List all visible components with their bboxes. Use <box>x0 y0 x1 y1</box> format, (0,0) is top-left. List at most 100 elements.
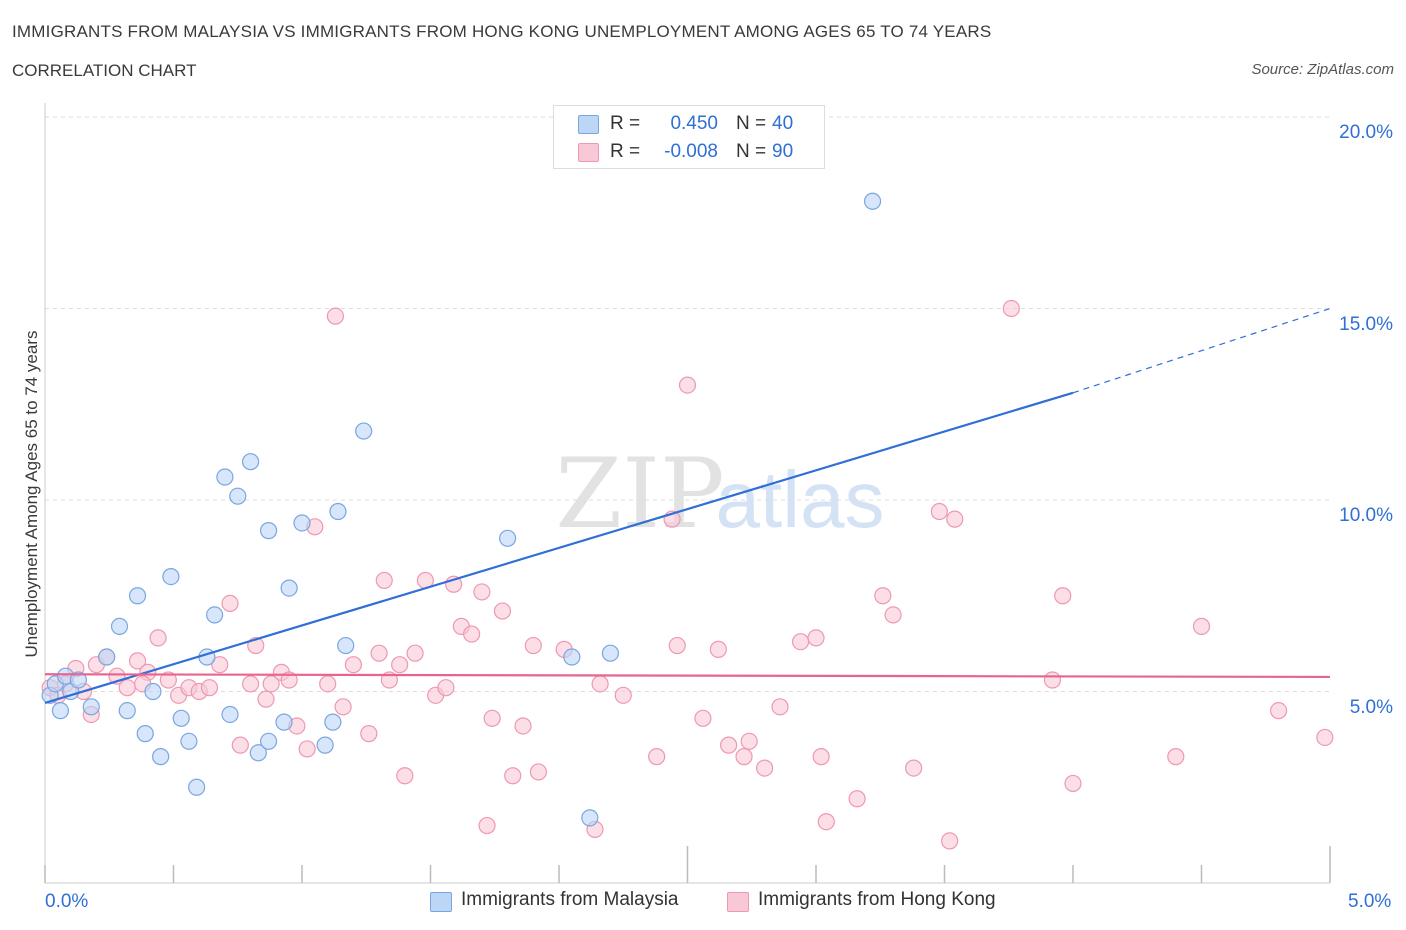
x-tick-label-min: 0.0% <box>45 891 89 912</box>
hongkong-point <box>614 686 632 704</box>
hongkong-point <box>817 813 835 831</box>
hongkong-point <box>807 629 825 647</box>
malaysia-point <box>221 705 239 724</box>
malaysia-point <box>152 748 170 766</box>
hongkong-point <box>221 594 239 613</box>
hongkong-point <box>463 625 481 643</box>
hongkong-point <box>478 816 496 835</box>
malaysia-point <box>188 778 206 796</box>
hongkong-point <box>694 709 712 727</box>
hongkong-point <box>231 736 249 754</box>
hongkong-point <box>874 587 892 605</box>
hongkong-point <box>1167 748 1185 766</box>
n-label: N = <box>736 141 767 162</box>
malaysia-point <box>324 713 342 731</box>
hongkong-point <box>406 644 424 662</box>
hongkong-point <box>200 679 219 697</box>
watermark-zip: ZIP <box>555 438 724 550</box>
hongkong-point <box>1192 617 1211 635</box>
hongkong-point <box>524 636 542 655</box>
malaysia-point <box>128 587 147 605</box>
hongkong-point <box>1043 671 1062 689</box>
hongkong-point <box>391 656 409 674</box>
hongkong-point <box>370 644 388 662</box>
malaysia-point <box>581 809 599 827</box>
hongkong-point <box>242 675 260 693</box>
hongkong-point <box>298 740 316 758</box>
malaysia-point <box>337 636 355 655</box>
hongkong-point <box>884 606 902 624</box>
malaysia-point <box>144 682 162 701</box>
malaysia-point <box>136 725 154 743</box>
source-label: Source: ZipAtlas.com <box>1251 61 1394 78</box>
hongkong-point <box>118 679 136 697</box>
hongkong-point <box>375 571 393 590</box>
hongkong-point <box>257 690 275 708</box>
hongkong-point <box>1316 728 1334 747</box>
malaysia-point <box>110 617 129 635</box>
malaysia-point <box>172 709 190 727</box>
hongkong-point <box>678 376 697 394</box>
malaysia-point <box>293 514 311 532</box>
r-value: -0.008 <box>664 141 718 162</box>
hongkong-point <box>344 656 362 674</box>
y-tick-label: 20.0% <box>1339 122 1393 143</box>
hongkong-point <box>326 307 345 325</box>
malaysia-point <box>206 606 224 624</box>
hongkong-point <box>211 656 229 674</box>
hongkong-point <box>128 652 147 670</box>
correlation-legend: R = 0.450 N = 40 R = -0.008 N = 90 <box>553 105 825 169</box>
y-tick-label: 10.0% <box>1339 505 1393 526</box>
malaysia-point <box>118 702 136 720</box>
malaysia-trend-extension <box>1072 307 1331 394</box>
r-value: 0.450 <box>670 113 718 134</box>
hongkong-point <box>1002 299 1020 318</box>
n-label: N = <box>736 113 767 134</box>
hongkong-point <box>791 633 810 651</box>
malaysia-point <box>316 736 334 754</box>
hongkong-point <box>930 502 948 521</box>
malaysia-point <box>216 468 234 486</box>
hongkong-point <box>648 748 666 766</box>
malaysia-swatch <box>578 115 599 134</box>
malaysia-point <box>280 579 298 597</box>
axes <box>44 103 1331 884</box>
hongkong-point <box>360 725 378 743</box>
malaysia-point <box>329 502 347 521</box>
trend-lines <box>44 307 1331 705</box>
malaysia-point <box>601 644 620 662</box>
hongkong-point <box>473 583 491 601</box>
hongkong-point <box>483 709 501 727</box>
hongkong-swatch <box>578 143 599 162</box>
hongkong-point <box>812 748 830 766</box>
hongkong-point <box>755 759 774 777</box>
chart-subtitle: CORRELATION CHART <box>12 61 197 80</box>
hongkong-point <box>771 698 789 716</box>
malaysia-point <box>863 192 882 210</box>
malaysia-point <box>259 522 278 540</box>
malaysia-point <box>162 567 180 586</box>
malaysia-point <box>499 529 517 547</box>
hongkong-point <box>334 698 352 716</box>
x-tick-label-max: 5.0% <box>1348 891 1392 912</box>
malaysia-trend-line <box>44 391 1074 705</box>
chart-title: IMMIGRANTS FROM MALAYSIA VS IMMIGRANTS F… <box>12 22 992 41</box>
hongkong-point <box>905 759 923 777</box>
hongkong-point <box>946 510 964 528</box>
hongkong-point <box>262 675 280 693</box>
malaysia-point <box>355 422 373 440</box>
y-tick-label: 15.0% <box>1339 313 1393 335</box>
legend-label-malaysia: Immigrants from Malaysia <box>461 889 679 910</box>
legend-label-hongkong: Immigrants from Hong Kong <box>758 889 996 910</box>
hongkong-trend-line <box>44 673 1331 679</box>
malaysia-point <box>180 732 198 750</box>
hongkong-point <box>740 732 758 750</box>
malaysia-point <box>69 671 88 689</box>
hongkong-point <box>159 671 177 689</box>
hongkong-point <box>493 602 512 620</box>
hongkong-point <box>720 736 738 754</box>
hongkong-point <box>437 679 455 697</box>
hongkong-point <box>149 629 167 647</box>
r-label: R = <box>610 141 641 162</box>
